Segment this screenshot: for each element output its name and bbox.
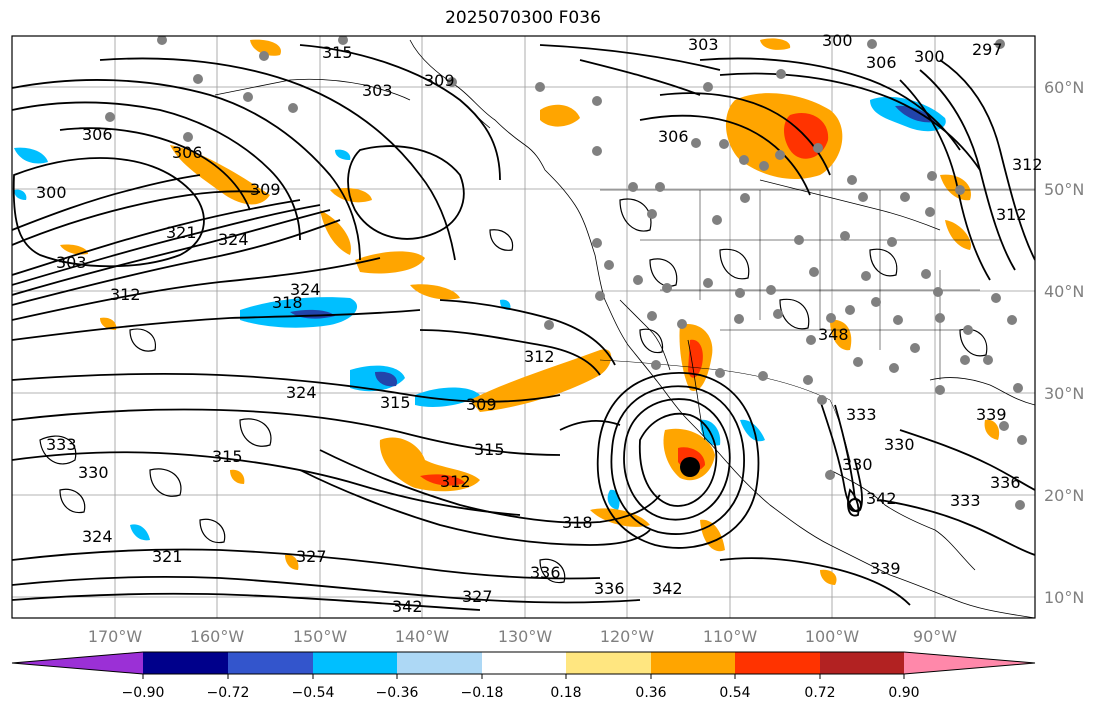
contour-label: 321	[166, 223, 197, 242]
contour-label: 315	[212, 447, 243, 466]
contour-label: 321	[152, 547, 183, 566]
lat-label: 30°N	[1044, 384, 1084, 403]
secondary-low	[848, 498, 862, 512]
contour-label: 297	[972, 40, 1003, 59]
contour-label: 339	[870, 559, 901, 578]
contour-label: 315	[474, 440, 505, 459]
contour-label: 318	[562, 513, 593, 532]
contour-label: 333	[950, 491, 981, 510]
contour-label: 333	[46, 435, 77, 454]
lat-label: 20°N	[1044, 486, 1084, 505]
colorbar-tick-label: −0.18	[461, 685, 504, 701]
contour-label: 342	[392, 597, 423, 616]
contour-label: 312	[996, 205, 1027, 224]
lon-label: 100°W	[805, 627, 860, 646]
contour-labels: 315 303 300 297 306 300 303 309 306 306 …	[36, 31, 1043, 616]
latitude-labels: 60°N 50°N 40°N 30°N 20°N 10°N	[1044, 78, 1084, 607]
contour-label: 342	[652, 579, 683, 598]
colorbar-segment	[143, 652, 228, 674]
lon-label: 170°W	[88, 627, 143, 646]
colorbar-tick-label: 0.90	[888, 685, 919, 701]
contour-label: 342	[866, 489, 897, 508]
shaded-regions	[14, 38, 1000, 585]
lon-label: 160°W	[190, 627, 245, 646]
colorbar-tick-label: 0.72	[804, 685, 835, 701]
contour-label: 330	[78, 463, 109, 482]
longitude-labels: 170°W 160°W 150°W 140°W 130°W 120°W 110°…	[88, 627, 957, 646]
map-title: 2025070300 F036	[445, 8, 601, 28]
contour-label: 309	[424, 71, 455, 90]
contour-label: 312	[1012, 155, 1043, 174]
contour-label: 312	[524, 347, 555, 366]
coastlines	[214, 39, 1035, 618]
colorbar-tick-label: 0.36	[635, 685, 666, 701]
contour-label: 324	[218, 230, 249, 249]
contour-label: 300	[822, 31, 853, 50]
contour-label: 315	[322, 43, 353, 62]
colorbar-tick-label: 0.54	[719, 685, 750, 701]
contour-label: 306	[172, 143, 203, 162]
contour-label: 324	[82, 527, 113, 546]
contour-label: 312	[110, 285, 141, 304]
lat-label: 50°N	[1044, 180, 1084, 199]
contour-label: 336	[594, 579, 625, 598]
colorbar-segment	[735, 652, 820, 674]
map-area	[12, 36, 1035, 618]
contour-label: 327	[296, 547, 327, 566]
contour-label: 339	[976, 405, 1007, 424]
contour-label: 336	[530, 563, 561, 582]
contour-label: 303	[362, 81, 393, 100]
lat-label: 40°N	[1044, 282, 1084, 301]
contour-label: 306	[82, 125, 113, 144]
lat-label: 60°N	[1044, 78, 1084, 97]
contour-label: 324	[286, 383, 317, 402]
colorbar-segment	[313, 652, 397, 674]
contour-label: 330	[842, 455, 873, 474]
colorbar-tick-label: 0.18	[550, 685, 581, 701]
lon-label: 120°W	[600, 627, 655, 646]
contour-label: 336	[990, 473, 1021, 492]
colorbar-segment	[397, 652, 482, 674]
colorbar-tick-label: −0.54	[292, 685, 335, 701]
colorbar: −0.90 −0.72 −0.54 −0.36 −0.18 0.18 0.36 …	[11, 651, 1036, 701]
contour-label: 330	[884, 435, 915, 454]
lat-label: 10°N	[1044, 588, 1084, 607]
contour-label: 306	[866, 53, 897, 72]
lon-label: 130°W	[498, 627, 553, 646]
contour-label: 300	[36, 183, 67, 202]
cyclone-center	[680, 457, 700, 477]
contour-label: 309	[250, 180, 281, 199]
contour-label: 303	[56, 253, 87, 272]
contour-label: 324	[290, 280, 321, 299]
graticule	[12, 36, 1035, 618]
lon-label: 150°W	[293, 627, 348, 646]
contour-label: 318	[272, 293, 303, 312]
colorbar-tick-label: −0.90	[122, 685, 165, 701]
colorbar-tick-label: −0.72	[207, 685, 250, 701]
lon-label: 110°W	[703, 627, 758, 646]
colorbar-segment	[820, 652, 904, 674]
colorbar-segment	[566, 652, 651, 674]
contour-label: 315	[380, 393, 411, 412]
contour-label: 312	[440, 472, 471, 491]
colorbar-tick-label: −0.36	[376, 685, 419, 701]
contour-label: 327	[462, 587, 493, 606]
lon-label: 90°W	[913, 627, 957, 646]
colorbar-segment	[12, 652, 143, 674]
contour-label: 306	[658, 127, 689, 146]
contour-label: 348	[818, 325, 849, 344]
station-dots	[105, 36, 1027, 510]
contour-label: 333	[846, 405, 877, 424]
contour-label: 300	[914, 47, 945, 66]
contour-label: 309	[466, 395, 497, 414]
colorbar-segment	[228, 652, 313, 674]
colorbar-segment	[482, 652, 566, 674]
colorbar-segment	[651, 652, 735, 674]
contour-label: 303	[688, 35, 719, 54]
theta-contours	[12, 44, 1035, 611]
colorbar-segment	[904, 652, 1035, 674]
map-frame	[11, 35, 1036, 619]
lon-label: 140°W	[395, 627, 450, 646]
